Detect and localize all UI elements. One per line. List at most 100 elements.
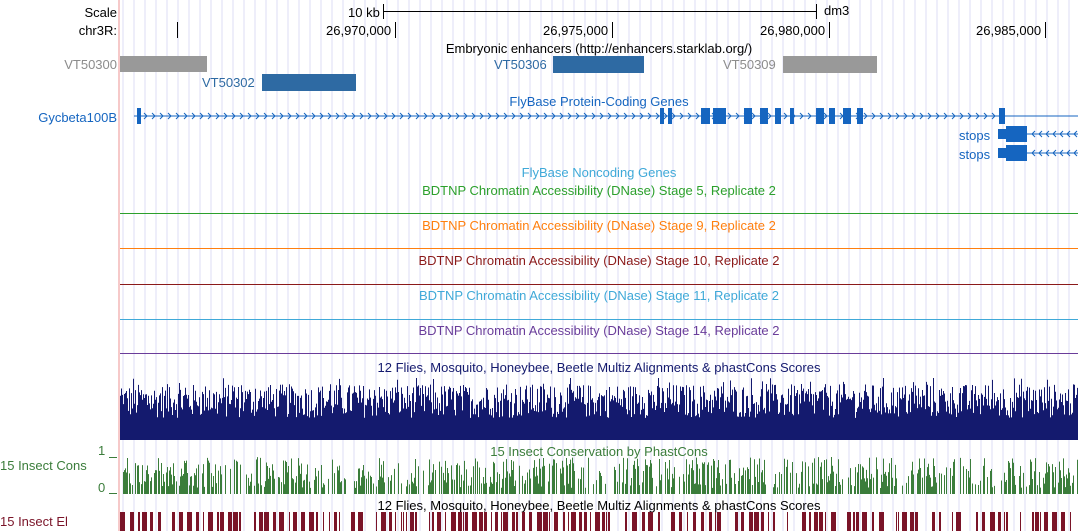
conserved-element (761, 512, 764, 531)
conserved-element (472, 512, 477, 531)
exon-block (775, 108, 781, 124)
conserved-element (625, 512, 627, 531)
strand-arrow (375, 112, 380, 120)
phastcons-graph[interactable] (120, 457, 1078, 494)
stops-label[interactable]: stops (959, 128, 991, 143)
strand-arrow (1066, 149, 1071, 157)
dnase-track-title[interactable]: BDTNP Chromatin Accessibility (DNase) St… (422, 183, 776, 198)
strand-arrow (543, 112, 548, 120)
strand-arrow (807, 112, 812, 120)
conserved-element (787, 512, 788, 531)
phastcons-side-label[interactable]: 15 Insect Cons (0, 458, 87, 473)
exon-block (829, 108, 835, 124)
noncoding-track-title[interactable]: FlyBase Noncoding Genes (521, 165, 677, 180)
dnase-track-baseline (120, 213, 1078, 214)
enhancer-block[interactable] (553, 56, 644, 73)
elements-track-title[interactable]: 12 Flies, Mosquito, Honeybee, Beetle Mul… (377, 498, 821, 513)
conserved-element (264, 512, 269, 531)
strand-arrow (623, 112, 628, 120)
gene-model-graphic[interactable] (120, 104, 1078, 164)
conserved-element (233, 512, 238, 531)
conserved-element (602, 512, 605, 531)
conserved-element (376, 512, 377, 531)
conserved-element (512, 512, 515, 531)
conserved-element (289, 512, 290, 531)
gene-name-label[interactable]: Gycbeta100B (38, 110, 117, 125)
strand-arrow (951, 112, 956, 120)
conserved-element (381, 512, 386, 531)
strand-arrow (303, 112, 308, 120)
strand-arrow (1073, 130, 1078, 138)
strand-arrow (431, 112, 436, 120)
conserved-element (554, 512, 558, 531)
conserved-element (259, 512, 263, 531)
multiz-conservation-graph[interactable] (120, 376, 1078, 440)
enhancer-block[interactable] (262, 74, 356, 91)
conserved-element (406, 512, 407, 531)
strand-arrow (783, 112, 788, 120)
ruler-tick (395, 22, 396, 38)
genes-track-title[interactable]: FlyBase Protein-Coding Genes (509, 94, 689, 109)
strand-arrow (959, 112, 964, 120)
conserved-element (715, 512, 716, 531)
enhancer-label[interactable]: VT50302 (202, 75, 255, 90)
enhancer-label[interactable]: VT50300 (64, 57, 117, 72)
enhancer-label[interactable]: VT50306 (494, 57, 547, 72)
strand-arrow (215, 112, 220, 120)
conserved-element (814, 512, 818, 531)
conserved-element (415, 512, 417, 531)
phastcons-track-title[interactable]: 15 Insect Conservation by PhastCons (490, 444, 708, 459)
strand-arrow (927, 112, 932, 120)
enhancer-block[interactable] (783, 56, 877, 73)
strand-arrow (487, 112, 492, 120)
enhancer-label[interactable]: VT50309 (723, 57, 776, 72)
enhancers-track-title[interactable]: Embryonic enhancers (http://enhancers.st… (445, 41, 753, 56)
strand-arrow (271, 112, 276, 120)
strand-arrow (439, 112, 444, 120)
strand-arrow (151, 112, 156, 120)
strand-arrow (607, 112, 612, 120)
dnase-track-baseline (120, 284, 1078, 285)
conserved-element (516, 512, 518, 531)
elements-side-label[interactable]: 15 Insect El (0, 514, 68, 529)
conserved-element (606, 512, 607, 531)
dnase-track-title[interactable]: BDTNP Chromatin Accessibility (DNase) St… (418, 253, 780, 268)
conserved-element (590, 512, 591, 531)
scale-bar-right-tick (816, 4, 817, 19)
strand-arrow (591, 112, 596, 120)
strand-arrow (879, 112, 884, 120)
strand-arrow (311, 112, 316, 120)
strand-arrow (911, 112, 916, 120)
conserved-element (549, 512, 550, 531)
conserved-element (179, 512, 183, 531)
conserved-element (1006, 512, 1008, 531)
position-label: 26,970,000 (326, 23, 392, 38)
strand-arrow (343, 112, 348, 120)
conserved-elements-graph[interactable] (120, 512, 1078, 531)
conserved-element (862, 512, 867, 531)
enhancer-block[interactable] (120, 56, 207, 72)
conserved-element (990, 512, 995, 531)
strand-arrow (1045, 149, 1050, 157)
conserved-element (563, 512, 565, 531)
conserved-element (939, 512, 941, 531)
strand-arrow (255, 112, 260, 120)
conserved-element (1040, 512, 1041, 531)
conserved-element (809, 512, 811, 531)
strand-arrow (935, 112, 940, 120)
dnase-track-title[interactable]: BDTNP Chromatin Accessibility (DNase) St… (418, 288, 780, 303)
conserved-element (395, 512, 396, 531)
strand-arrow (919, 112, 924, 120)
dnase-track-title[interactable]: BDTNP Chromatin Accessibility (DNase) St… (418, 323, 780, 338)
stop-exon (1006, 126, 1027, 142)
strand-arrow (991, 112, 996, 120)
stops-label[interactable]: stops (959, 147, 991, 162)
conserved-element (896, 512, 897, 531)
conserved-element (982, 512, 985, 531)
strand-arrow (207, 112, 212, 120)
vertical-grid-lines (122, 0, 1070, 531)
dnase-track-title[interactable]: BDTNP Chromatin Accessibility (DNase) St… (422, 218, 776, 233)
conserved-element (1061, 512, 1065, 531)
multiz-track-title[interactable]: 12 Flies, Mosquito, Honeybee, Beetle Mul… (377, 360, 821, 375)
